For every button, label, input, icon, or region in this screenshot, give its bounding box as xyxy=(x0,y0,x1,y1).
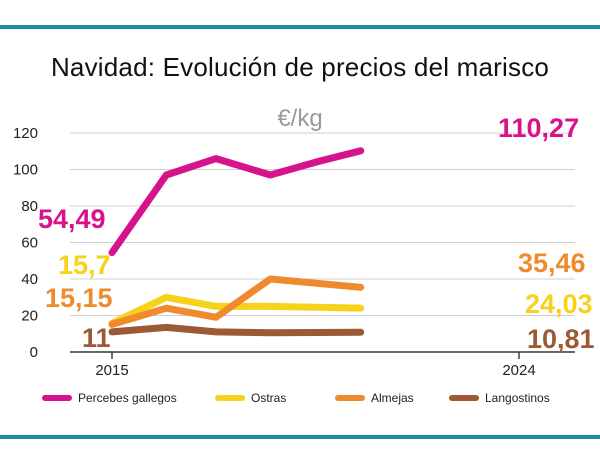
x-tick-label: 2015 xyxy=(95,362,128,379)
bottom-accent-rule xyxy=(0,435,600,439)
series-line-percebes xyxy=(108,147,365,257)
y-tick-label: 80 xyxy=(21,198,38,215)
grid-lines xyxy=(70,132,575,353)
y-tick-label: 0 xyxy=(30,344,38,361)
start-value-label-ostras: 15,7 xyxy=(58,250,111,280)
legend-label-langostinos: Langostinos xyxy=(485,391,550,405)
y-axis-ticks: 0 20 40 60 80 100 120 xyxy=(13,125,38,361)
data-labels: 54,49 110,27 15,7 24,03 15,15 35,46 11 10,81 xyxy=(38,113,595,354)
end-value-label-percebes: 110,27 xyxy=(498,113,579,143)
legend-label-almejas: Almejas xyxy=(371,391,414,405)
x-axis: 2015 2024 xyxy=(95,352,536,379)
end-value-label-langostinos: 10,81 xyxy=(527,324,595,354)
x-tick-label: 2024 xyxy=(502,362,535,379)
y-tick-label: 60 xyxy=(21,235,38,252)
start-value-label-percebes: 54,49 xyxy=(38,204,106,234)
end-value-label-ostras: 24,03 xyxy=(525,289,593,319)
series-line-langostinos xyxy=(108,323,365,337)
start-value-label-langostinos: 11 xyxy=(82,323,111,353)
series-line-almejas xyxy=(108,275,365,328)
unit-label: €/kg xyxy=(277,105,322,132)
legend-label-ostras: Ostras xyxy=(251,391,286,405)
data-series xyxy=(108,147,365,337)
y-tick-label: 100 xyxy=(13,162,38,179)
y-tick-label: 40 xyxy=(21,271,38,288)
start-value-label-almejas: 15,15 xyxy=(45,283,113,313)
y-tick-label: 120 xyxy=(13,125,38,142)
y-tick-label: 20 xyxy=(21,308,38,325)
chart-title: Navidad: Evolución de precios del marisc… xyxy=(50,52,550,82)
top-accent-rule xyxy=(0,25,600,29)
end-value-label-almejas: 35,46 xyxy=(518,248,586,278)
legend: Percebes gallegos Ostras Almejas Langostino… xyxy=(42,391,550,405)
series-line-ostras xyxy=(108,293,365,327)
legend-label-percebes: Percebes gallegos xyxy=(78,391,177,405)
